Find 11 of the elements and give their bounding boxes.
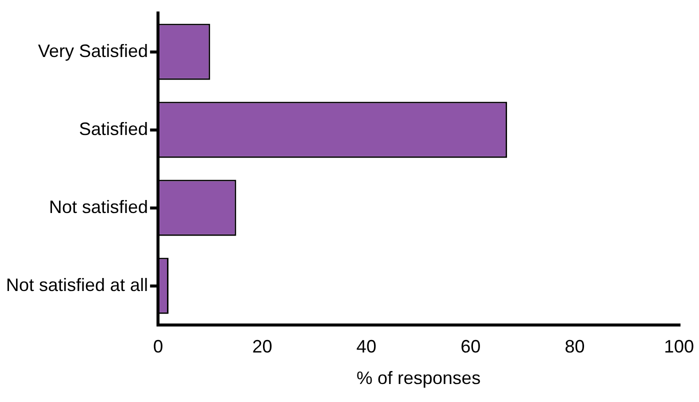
x-tick-label: 0 <box>153 336 164 357</box>
x-tick-label: 80 <box>564 336 585 357</box>
x-tick-label: 40 <box>356 336 376 357</box>
y-tick-label: Very Satisfied <box>38 40 148 61</box>
y-tick-label: Not satisfied <box>49 196 148 217</box>
y-tick-label: Not satisfied at all <box>6 274 148 295</box>
y-tick-label: Satisfied <box>79 118 148 139</box>
x-tick-label: 20 <box>252 336 272 357</box>
x-tick-label: 100 <box>664 336 694 357</box>
x-tick-label: 60 <box>460 336 481 357</box>
x-axis-title: % of responses <box>356 368 481 388</box>
